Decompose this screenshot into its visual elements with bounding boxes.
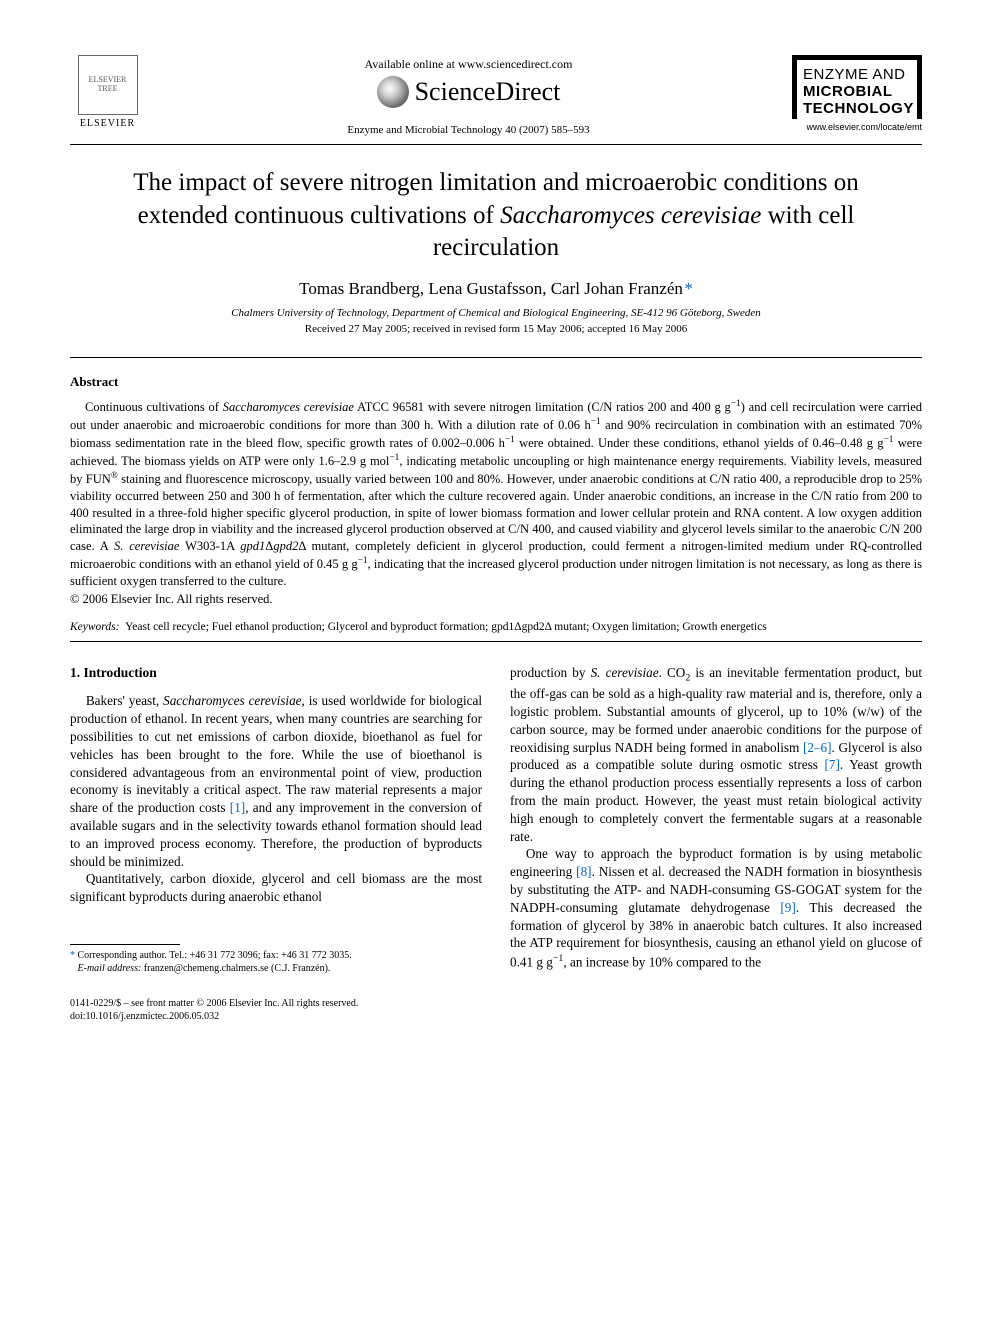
column-left: 1. Introduction Bakers' yeast, Saccharom… [70,664,482,975]
keywords-line: Keywords: Yeast cell recycle; Fuel ethan… [70,621,922,633]
keywords-label: Keywords: [70,621,119,633]
affiliation: Chalmers University of Technology, Depar… [70,307,922,319]
intro-para-4: One way to approach the byproduct format… [510,845,922,971]
journal-url[interactable]: www.elsevier.com/locate/emt [792,122,922,132]
journal-reference: Enzyme and Microbial Technology 40 (2007… [145,124,792,136]
journal-logo-box: ENZYME AND MICROBIAL TECHNOLOGY [792,55,922,119]
header-divider [70,144,922,145]
journal-title-line1: ENZYME AND [803,66,911,83]
authors-names: Tomas Brandberg, Lena Gustafsson, Carl J… [299,279,683,298]
available-online-text: Available online at www.sciencedirect.co… [145,57,792,72]
abstract-body: Continuous cultivations of Saccharomyces… [70,398,922,591]
sciencedirect-swirl-icon [377,76,409,108]
title-species: Saccharomyces cerevisiae [500,202,761,229]
footnote-email-label: E-mail address: [78,963,142,974]
footnote-email-link[interactable]: franzen@chemeng.chalmers.se [144,963,269,974]
elsevier-label: ELSEVIER [80,118,135,129]
authors-line: Tomas Brandberg, Lena Gustafsson, Carl J… [70,279,922,299]
sciencedirect-text: ScienceDirect [415,77,561,107]
center-header: Available online at www.sciencedirect.co… [145,55,792,136]
sciencedirect-logo: ScienceDirect [377,76,561,108]
intro-para-1: Bakers' yeast, Saccharomyces cerevisiae,… [70,692,482,870]
column-right: production by S. cerevisiae. CO2 is an i… [510,664,922,975]
body-columns: 1. Introduction Bakers' yeast, Saccharom… [70,664,922,975]
section-1-heading: 1. Introduction [70,664,482,682]
intro-para-3: production by S. cerevisiae. CO2 is an i… [510,664,922,845]
footnote-divider [70,944,180,945]
header-row: ELSEVIERTREE ELSEVIER Available online a… [70,55,922,136]
corresponding-footnote: * Corresponding author. Tel.: +46 31 772… [70,949,482,975]
elsevier-logo: ELSEVIERTREE ELSEVIER [70,55,145,129]
footer-issn-line: 0141-0229/$ – see front matter © 2006 El… [70,997,922,1010]
journal-title-line2: MICROBIAL [803,83,911,100]
abstract-heading: Abstract [70,374,922,390]
abstract-bottom-divider [70,641,922,642]
footnote-corr-text: Corresponding author. Tel.: +46 31 772 3… [78,950,352,961]
footer-meta: 0141-0229/$ – see front matter © 2006 El… [70,997,922,1023]
elsevier-tree-icon: ELSEVIERTREE [78,55,138,115]
intro-para-2: Quantitatively, carbon dioxide, glycerol… [70,870,482,906]
journal-logo: ENZYME AND MICROBIAL TECHNOLOGY www.else… [792,55,922,132]
footer-doi-line[interactable]: doi:10.1016/j.enzmictec.2006.05.032 [70,1010,922,1023]
corresponding-star-icon[interactable]: * [684,279,693,298]
footnote-email-name: (C.J. Franzén). [271,963,330,974]
article-dates: Received 27 May 2005; received in revise… [70,323,922,335]
abstract-copyright: © 2006 Elsevier Inc. All rights reserved… [70,592,922,607]
keywords-values: Yeast cell recycle; Fuel ethanol product… [125,621,767,633]
footnote-star-icon: * [70,950,75,961]
abstract-top-divider [70,357,922,358]
article-title: The impact of severe nitrogen limitation… [110,167,882,265]
journal-title-line3: TECHNOLOGY [803,100,911,117]
